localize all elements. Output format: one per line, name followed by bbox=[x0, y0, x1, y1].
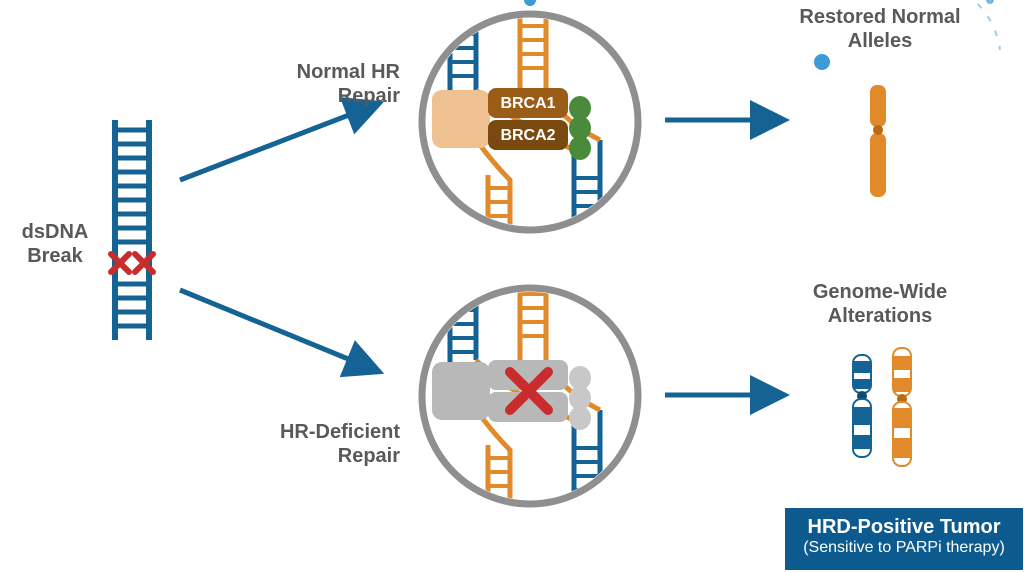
hr-deficient-circle bbox=[422, 280, 638, 510]
footer-subtitle: (Sensitive to PARPi therapy) bbox=[795, 539, 1013, 557]
dsdna-ladder bbox=[111, 120, 153, 340]
hr-deficient-label: HR-Deficient Repair bbox=[190, 420, 400, 468]
arrow-to-deficient bbox=[180, 290, 375, 370]
hrd-positive-footer: HRD-Positive Tumor (Sensitive to PARPi t… bbox=[785, 508, 1023, 570]
altered-chromosome-left bbox=[853, 355, 871, 457]
normal-hr-circle: BRCA1 BRCA2 bbox=[422, 0, 638, 240]
dsdna-label: dsDNA Break bbox=[10, 220, 100, 268]
arrow-to-normal bbox=[180, 105, 375, 180]
brca1-label: BRCA1 bbox=[500, 95, 555, 112]
brca2-label: BRCA2 bbox=[500, 127, 555, 144]
restored-label: Restored Normal Alleles bbox=[770, 5, 990, 53]
altered-chromosome-right bbox=[893, 348, 911, 466]
footer-title: HRD-Positive Tumor bbox=[795, 516, 1013, 539]
normal-hr-label: Normal HR Repair bbox=[200, 60, 400, 108]
genome-wide-label: Genome-Wide Alterations bbox=[770, 280, 990, 328]
restored-chromosome bbox=[870, 85, 886, 197]
